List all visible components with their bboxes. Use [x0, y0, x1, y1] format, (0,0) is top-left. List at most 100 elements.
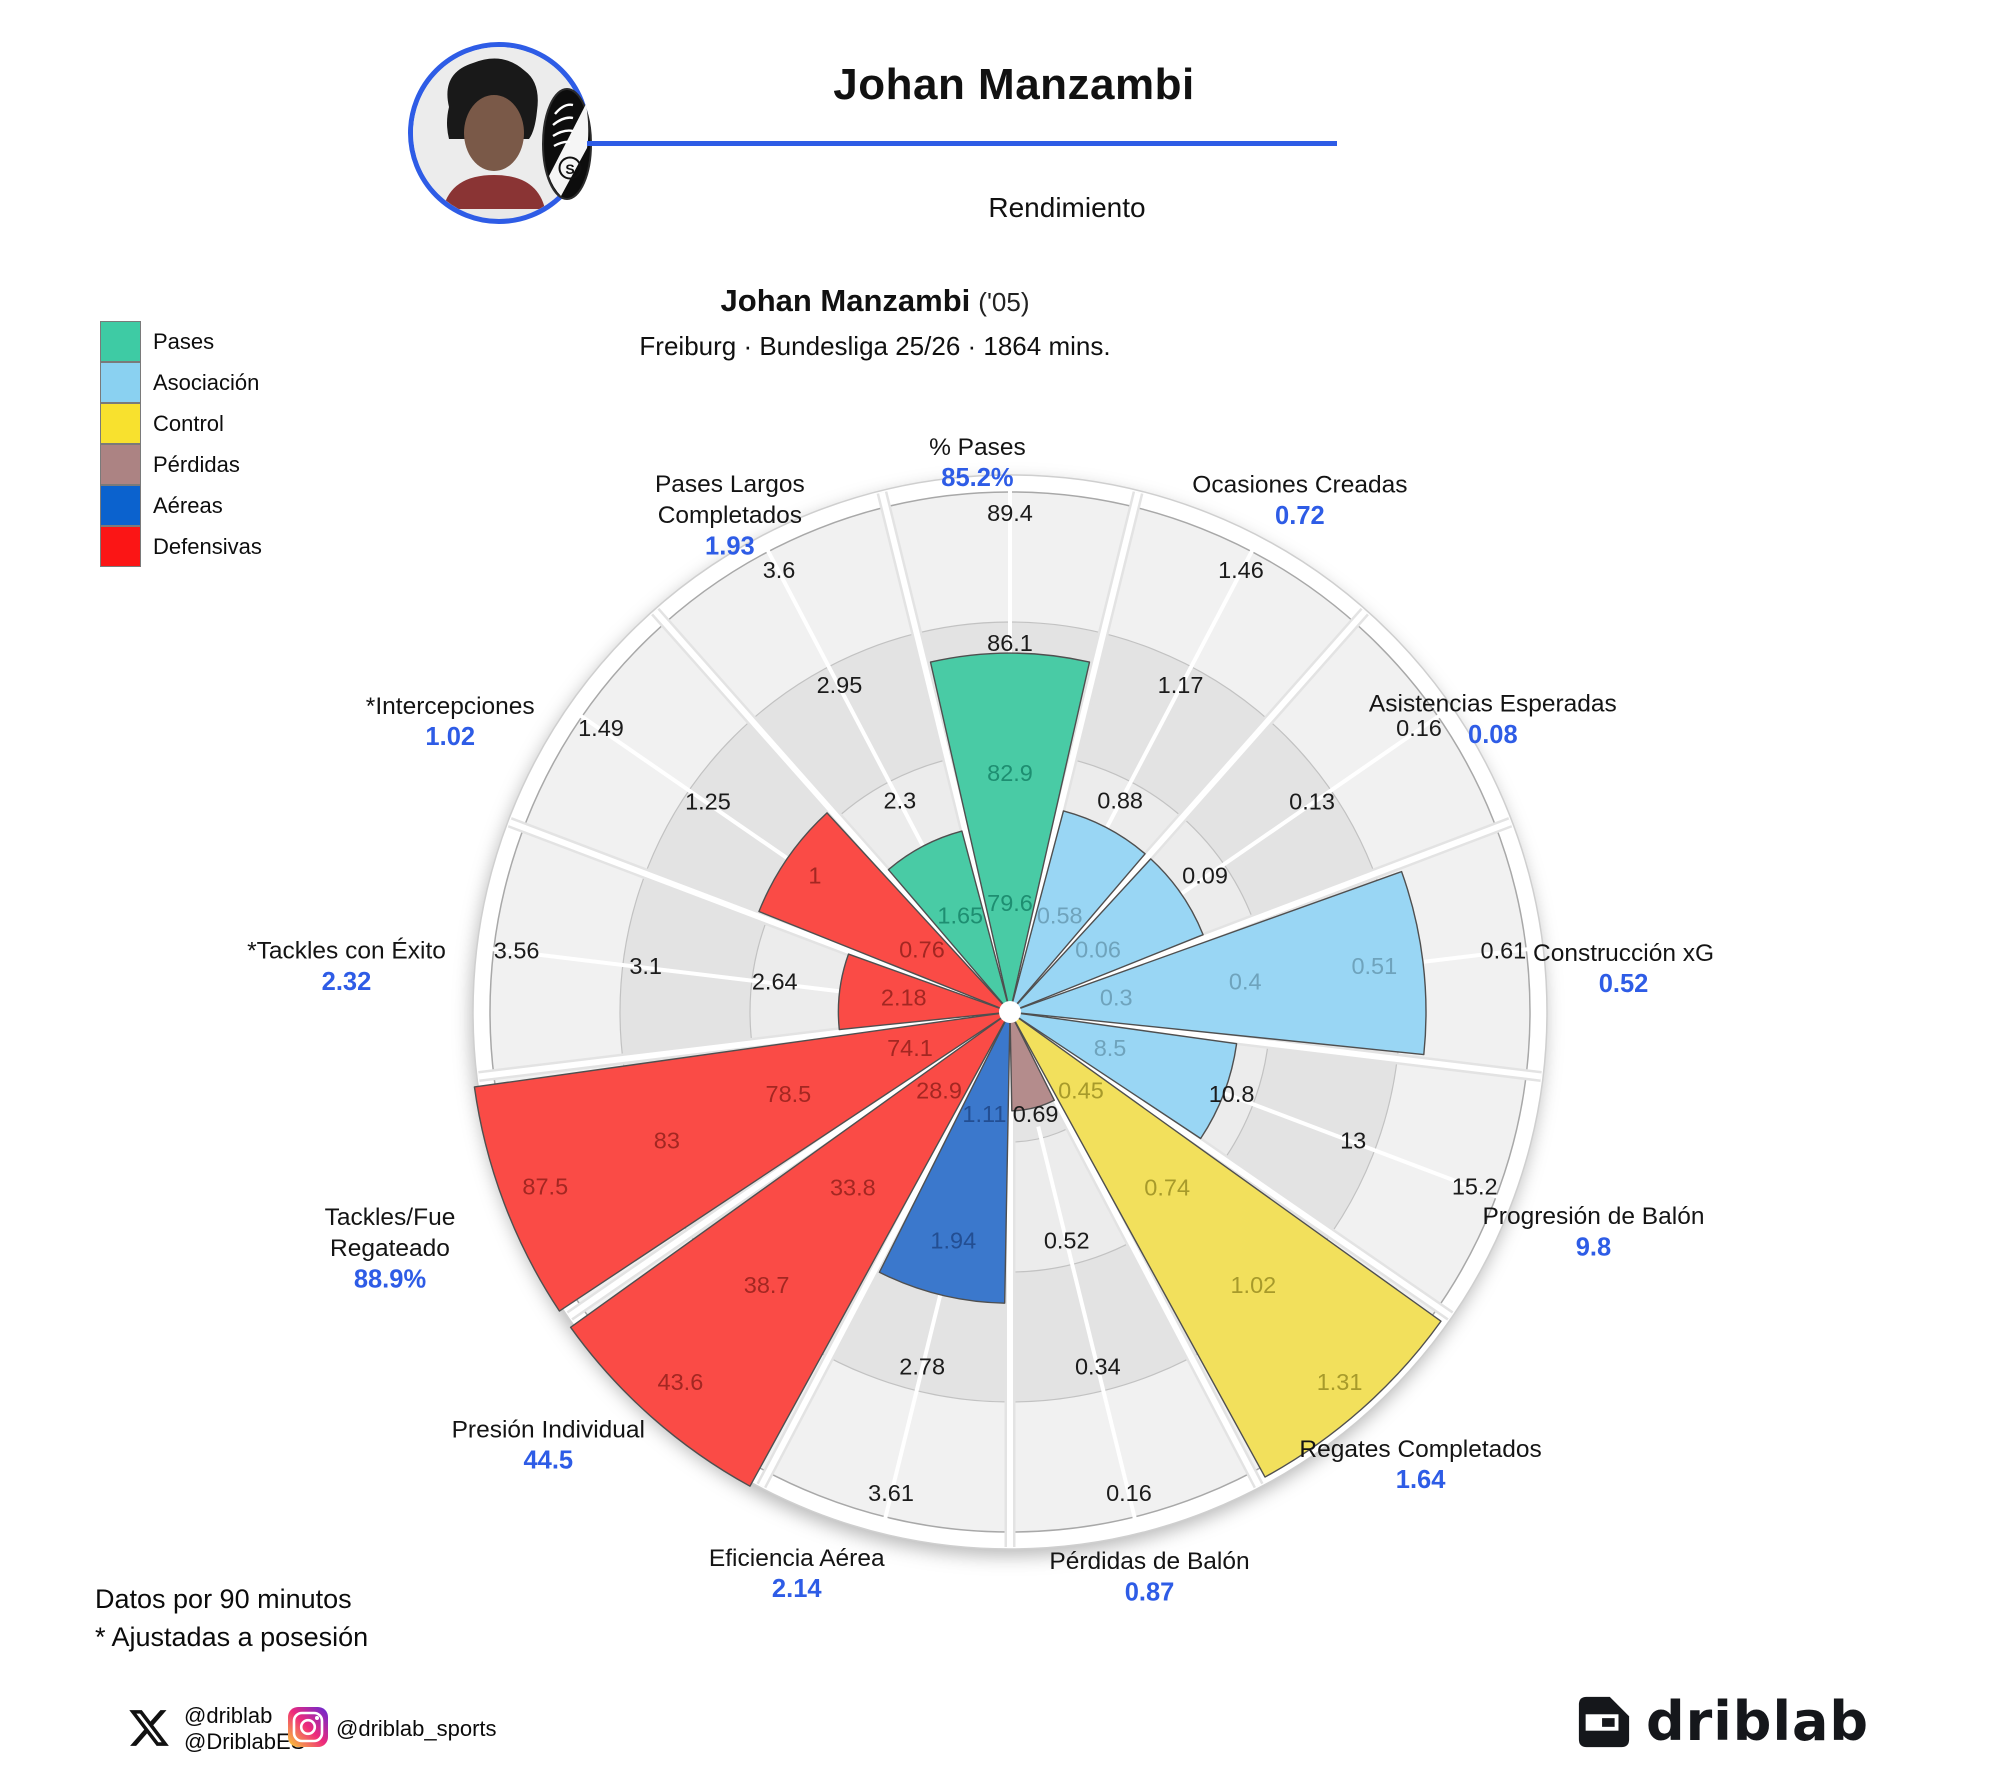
ring-value-label: 10.8 [1209, 1081, 1255, 1107]
ring-value-label: 86.1 [987, 630, 1033, 656]
legend-swatch [100, 362, 141, 403]
ring-value-label: 2.95 [817, 672, 863, 698]
ring-value-label: 89.4 [987, 500, 1033, 526]
ring-value-label: 0.16 [1396, 715, 1442, 741]
ring-value-label: 0.88 [1097, 787, 1143, 813]
chart-sector: 79.6 82.9 86.1 89.4 % Pases 85.2% [929, 434, 1091, 1003]
chart-sector: 28.9 33.8 38.7 43.6 Presión Individual 44.5 [452, 1017, 1006, 1487]
ring-value-label: 0.74 [1144, 1175, 1190, 1201]
metric-value: 1.64 [1396, 1466, 1446, 1494]
metric-value: 0.52 [1599, 970, 1649, 998]
ring-value-label: 0.58 [1037, 902, 1083, 928]
metric-value: 2.32 [322, 968, 372, 996]
metric-name: *Intercepciones [366, 693, 535, 720]
ring-value-label: 3.1 [629, 953, 662, 979]
ring-value-label: 8.5 [1094, 1035, 1127, 1061]
ring-value-label: 2.18 [881, 984, 927, 1010]
sector-divider [1007, 491, 1141, 1013]
chart-sector: 74.1 78.5 83 87.5 Tackles/Fue Regateado 88.9% [325, 1012, 1003, 1312]
chart-sector: 0.45 0.74 1.02 1.31 Regates Completados 1.64 [1014, 1017, 1542, 1494]
metric-name: Pérdidas de Balón [1049, 1548, 1249, 1575]
sector-divider [1008, 819, 1512, 1015]
footnote-per90: Datos por 90 minutos [95, 1584, 352, 1614]
metric-name: Regateado [330, 1235, 450, 1262]
ring-value-label: 2.3 [884, 787, 917, 813]
metric-name: Eficiencia Aérea [709, 1545, 885, 1572]
ring-value-label: 1.02 [1230, 1272, 1276, 1298]
metric-value: 9.8 [1576, 1234, 1611, 1262]
legend-swatch [100, 403, 141, 444]
player-photo-placeholder [413, 47, 575, 209]
legend-label: Defensivas [153, 533, 262, 559]
ring-value-label: 3.6 [763, 557, 796, 583]
legend-swatch [100, 444, 141, 485]
x-twitter-icon [129, 1710, 169, 1746]
ring-value-label: 0.61 [1481, 937, 1527, 963]
legend-label: Pases [153, 328, 215, 354]
ring-value-label: 1.65 [937, 902, 983, 928]
legend-swatch [100, 321, 141, 362]
ring-value-label: 1.46 [1218, 557, 1264, 583]
metric-value: 0.08 [1468, 721, 1518, 749]
ring-value-label: 1.94 [930, 1227, 976, 1253]
sector-divider [1009, 1009, 1542, 1080]
legend-item: Asociación [100, 362, 262, 403]
ring-value-label: 43.6 [658, 1369, 704, 1395]
ring-value-label: 0.16 [1106, 1480, 1152, 1506]
sector-divider [1007, 609, 1368, 1014]
chart-sector: 0.69 0.52 0.34 0.16 Pérdidas de Balón 0.87 [1009, 1020, 1250, 1606]
ring-value-label: 1 [808, 863, 821, 889]
metric-name: *Tackles con Éxito [247, 938, 446, 965]
ring-value-label: 2.64 [752, 969, 798, 995]
center-hub [999, 1001, 1021, 1023]
chart-sector: 1.65 2.3 2.95 3.6 Pases Largos Completados 1.9… [655, 471, 1009, 1006]
legend-item: Control [100, 403, 262, 444]
ring-value-label: 0.3 [1100, 984, 1133, 1010]
ring-value-label: 33.8 [830, 1175, 876, 1201]
legend-label: Pérdidas [153, 451, 240, 477]
metric-name: Construcción xG [1533, 940, 1714, 967]
chart-sector: 0.58 0.88 1.17 1.46 Ocasiones Creadas 0.72 [1011, 472, 1407, 1006]
svg-text:S: S [565, 161, 574, 177]
legend-swatch [100, 526, 141, 567]
ring-value-label: 0.52 [1044, 1227, 1090, 1253]
ring-value-label: 0.69 [1013, 1101, 1059, 1127]
page-title: Johan Manzambi [833, 60, 1195, 109]
x-handle-primary: @driblab [184, 1703, 273, 1728]
chart-sector: 0.76 1 1.25 1.49 *Intercepciones 1.02 [366, 693, 1004, 1009]
sector-divider [478, 1009, 1011, 1080]
chart-sector: 8.5 10.8 13 15.2 Progresión de Balón 9.8 [1017, 1012, 1704, 1262]
x-handle-secondary: @DriblabES [184, 1729, 306, 1754]
ring-value-label: 78.5 [766, 1081, 812, 1107]
ring-value-label: 15.2 [1452, 1173, 1498, 1199]
ring-value-label: 2.78 [899, 1354, 945, 1380]
footnote-possession-adjusted: * Ajustadas a posesión [95, 1622, 369, 1652]
club-crest-freiburg: S [542, 88, 592, 200]
ring-value-label: 1.11 [962, 1101, 1006, 1127]
metric-value: 88.9% [354, 1265, 426, 1293]
metric-value: 44.5 [523, 1447, 573, 1475]
metric-value: 0.72 [1275, 502, 1325, 530]
driblab-logo: driblab [1576, 1690, 1869, 1753]
section-subtitle: Rendimiento [988, 192, 1146, 223]
driblab-logo-icon [1578, 1696, 1630, 1747]
legend-label: Control [153, 410, 224, 436]
ring-value-label: 0.4 [1229, 969, 1262, 995]
chart-sector: 1.11 1.94 2.78 3.61 Eficiencia Aérea 2.14 [709, 1020, 1011, 1603]
axis-spoke [1036, 1126, 1140, 1530]
chart-sector: 2.18 2.64 3.1 3.56 *Tackles con Éxito 2.32 [247, 937, 1002, 1031]
metric-name: Completados [658, 502, 802, 529]
ring-value-label: 83 [654, 1127, 680, 1153]
ring-value-label: 74.1 [887, 1035, 933, 1061]
ring-value-label: 1.31 [1317, 1369, 1363, 1395]
ring-value-label: 1.17 [1158, 672, 1204, 698]
sector-divider [567, 1009, 1012, 1319]
sector-divider [652, 609, 1013, 1014]
sector-divider [1007, 1010, 1262, 1488]
x-handles: @driblab @DriblabES [184, 1703, 305, 1755]
metric-value: 1.02 [425, 723, 475, 751]
ring-value-label: 1.25 [685, 789, 731, 815]
metric-name: Progresión de Balón [1482, 1203, 1704, 1230]
